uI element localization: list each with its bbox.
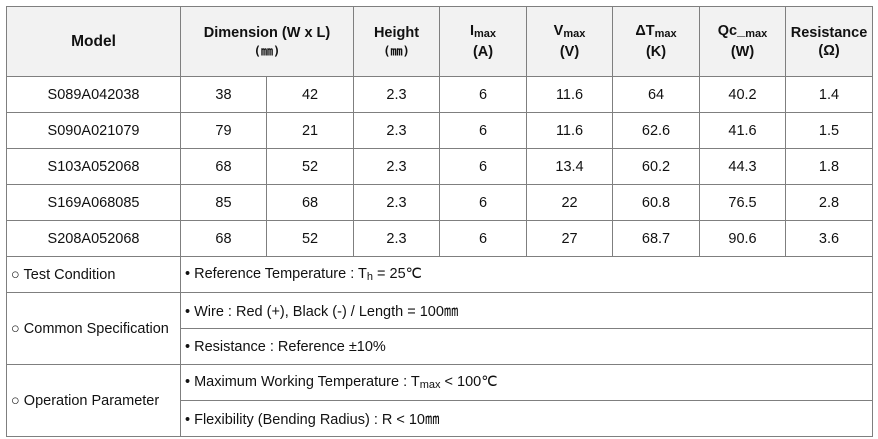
common-spec-row-1: ○ Common Specification • Wire : Red (+),… (6, 292, 874, 365)
cell-qc: 40.2 (699, 76, 787, 113)
cell-width: 68 (180, 220, 267, 257)
cell-height: 2.3 (353, 148, 441, 185)
cell-delta-t: 60.2 (612, 148, 701, 185)
operation-label: ○ Operation Parameter (6, 364, 181, 437)
header-imax-sub: max (474, 28, 497, 40)
common-spec-wire: • Wire : Red (+), Black (-) / Length = 1… (179, 292, 874, 329)
cell-model: S208A052068 (6, 220, 181, 257)
table-row: S169A068085 85 68 2.3 6 22 60.8 76.5 2.8 (6, 184, 874, 221)
cell-width: 79 (180, 112, 267, 149)
cell-qc: 44.3 (699, 148, 787, 185)
cell-resistance: 3.6 (785, 220, 874, 257)
header-dimension-unit: (㎜) (253, 43, 281, 58)
cell-length: 21 (265, 112, 355, 149)
cell-delta-t: 62.6 (612, 112, 701, 149)
cell-qc: 41.6 (699, 112, 787, 149)
cell-length: 68 (265, 184, 355, 221)
header-resistance: Resistance (Ω) (785, 6, 874, 77)
operation-max-temp-prefix: • Maximum Working Temperature : T (185, 374, 420, 390)
cell-delta-t: 64 (612, 76, 701, 113)
cell-vmax: 13.4 (526, 148, 614, 185)
test-condition-suffix: = 25℃ (372, 266, 422, 282)
cell-qc: 76.5 (699, 184, 787, 221)
cell-width: 68 (180, 148, 267, 185)
cell-model: S090A021079 (6, 112, 181, 149)
cell-height: 2.3 (353, 76, 441, 113)
header-vmax-sub: max (563, 28, 586, 40)
header-vmax: Vmax (V) (526, 6, 614, 77)
cell-resistance: 1.8 (785, 148, 874, 185)
header-row: Model Dimension (W x L) (㎜) Height (㎜) I… (6, 6, 874, 77)
cell-imax: 6 (439, 184, 528, 221)
cell-vmax: 11.6 (526, 76, 614, 113)
operation-row-2: • Flexibility (Bending Radius) : R < 10㎜ (7, 400, 874, 437)
header-height-label: Height (373, 24, 420, 41)
operation-max-temp-suffix: < 100℃ (440, 374, 498, 390)
cell-model: S089A042038 (6, 76, 181, 113)
cell-model: S169A068085 (6, 184, 181, 221)
common-spec-resistance: • Resistance : Reference ±10% (179, 328, 874, 365)
table-row: S090A021079 79 21 2.3 6 11.6 62.6 41.6 1… (6, 112, 874, 149)
header-resistance-label: Resistance (790, 24, 868, 41)
cell-imax: 6 (439, 148, 528, 185)
header-dimension-label: Dimension (W x L) (203, 24, 331, 41)
operation-flexibility: • Flexibility (Bending Radius) : R < 10㎜ (179, 400, 874, 437)
test-condition-value: • Reference Temperature : Th = 25℃ (179, 256, 874, 293)
header-imax-unit: (A) (472, 44, 494, 60)
cell-delta-t: 60.8 (612, 184, 701, 221)
header-vmax-label: V (553, 23, 564, 39)
test-condition-sub: h (366, 271, 373, 283)
header-model: Model (6, 6, 181, 77)
header-qc-label: Qc_ (717, 23, 746, 39)
cell-resistance: 1.4 (785, 76, 874, 113)
cell-width: 38 (180, 76, 267, 113)
common-spec-row-2: • Resistance : Reference ±10% (7, 328, 874, 365)
header-delta-t: ΔTmax (K) (612, 6, 701, 77)
header-delta-t-sub: max (654, 28, 677, 40)
cell-qc: 90.6 (699, 220, 787, 257)
header-imax-label: I (469, 23, 475, 39)
cell-length: 52 (265, 220, 355, 257)
header-qc: Qc_max (W) (699, 6, 787, 77)
cell-delta-t: 68.7 (612, 220, 701, 257)
cell-height: 2.3 (353, 220, 441, 257)
operation-max-temp: • Maximum Working Temperature : Tmax < 1… (179, 364, 874, 401)
cell-vmax: 11.6 (526, 112, 614, 149)
header-qc-unit: (W) (730, 44, 755, 60)
header-imax: Imax (A) (439, 6, 528, 77)
operation-max-temp-sub: max (419, 379, 441, 391)
cell-model: S103A052068 (6, 148, 181, 185)
cell-imax: 6 (439, 76, 528, 113)
header-delta-t-label: ΔT (635, 23, 655, 39)
common-spec-label: ○ Common Specification (6, 292, 181, 365)
test-condition-label: ○ Test Condition (6, 256, 181, 293)
header-resistance-unit: (Ω) (818, 42, 840, 59)
cell-resistance: 1.5 (785, 112, 874, 149)
cell-length: 52 (265, 148, 355, 185)
test-condition-prefix: • Reference Temperature : T (185, 266, 367, 282)
table-row: S089A042038 38 42 2.3 6 11.6 64 40.2 1.4 (6, 76, 874, 113)
cell-imax: 6 (439, 220, 528, 257)
cell-height: 2.3 (353, 112, 441, 149)
spec-table: Model Dimension (W x L) (㎜) Height (㎜) I… (6, 6, 874, 437)
cell-height: 2.3 (353, 184, 441, 221)
header-height-unit: (㎜) (383, 43, 410, 58)
header-vmax-unit: (V) (559, 44, 580, 60)
header-dimension: Dimension (W x L) (㎜) (179, 6, 355, 77)
test-condition-row: ○ Test Condition • Reference Temperature… (6, 256, 874, 293)
header-height: Height (㎜) (353, 6, 441, 77)
table-row: S208A052068 68 52 2.3 6 27 68.7 90.6 3.6 (6, 220, 874, 257)
cell-length: 42 (265, 76, 355, 113)
header-delta-t-unit: (K) (645, 44, 667, 60)
header-qc-sub: max (745, 28, 768, 40)
cell-vmax: 22 (526, 184, 614, 221)
cell-imax: 6 (439, 112, 528, 149)
cell-width: 85 (180, 184, 267, 221)
cell-resistance: 2.8 (785, 184, 874, 221)
table-row: S103A052068 68 52 2.3 6 13.4 60.2 44.3 1… (6, 148, 874, 185)
cell-vmax: 27 (526, 220, 614, 257)
operation-row-1: ○ Operation Parameter • Maximum Working … (6, 364, 874, 437)
